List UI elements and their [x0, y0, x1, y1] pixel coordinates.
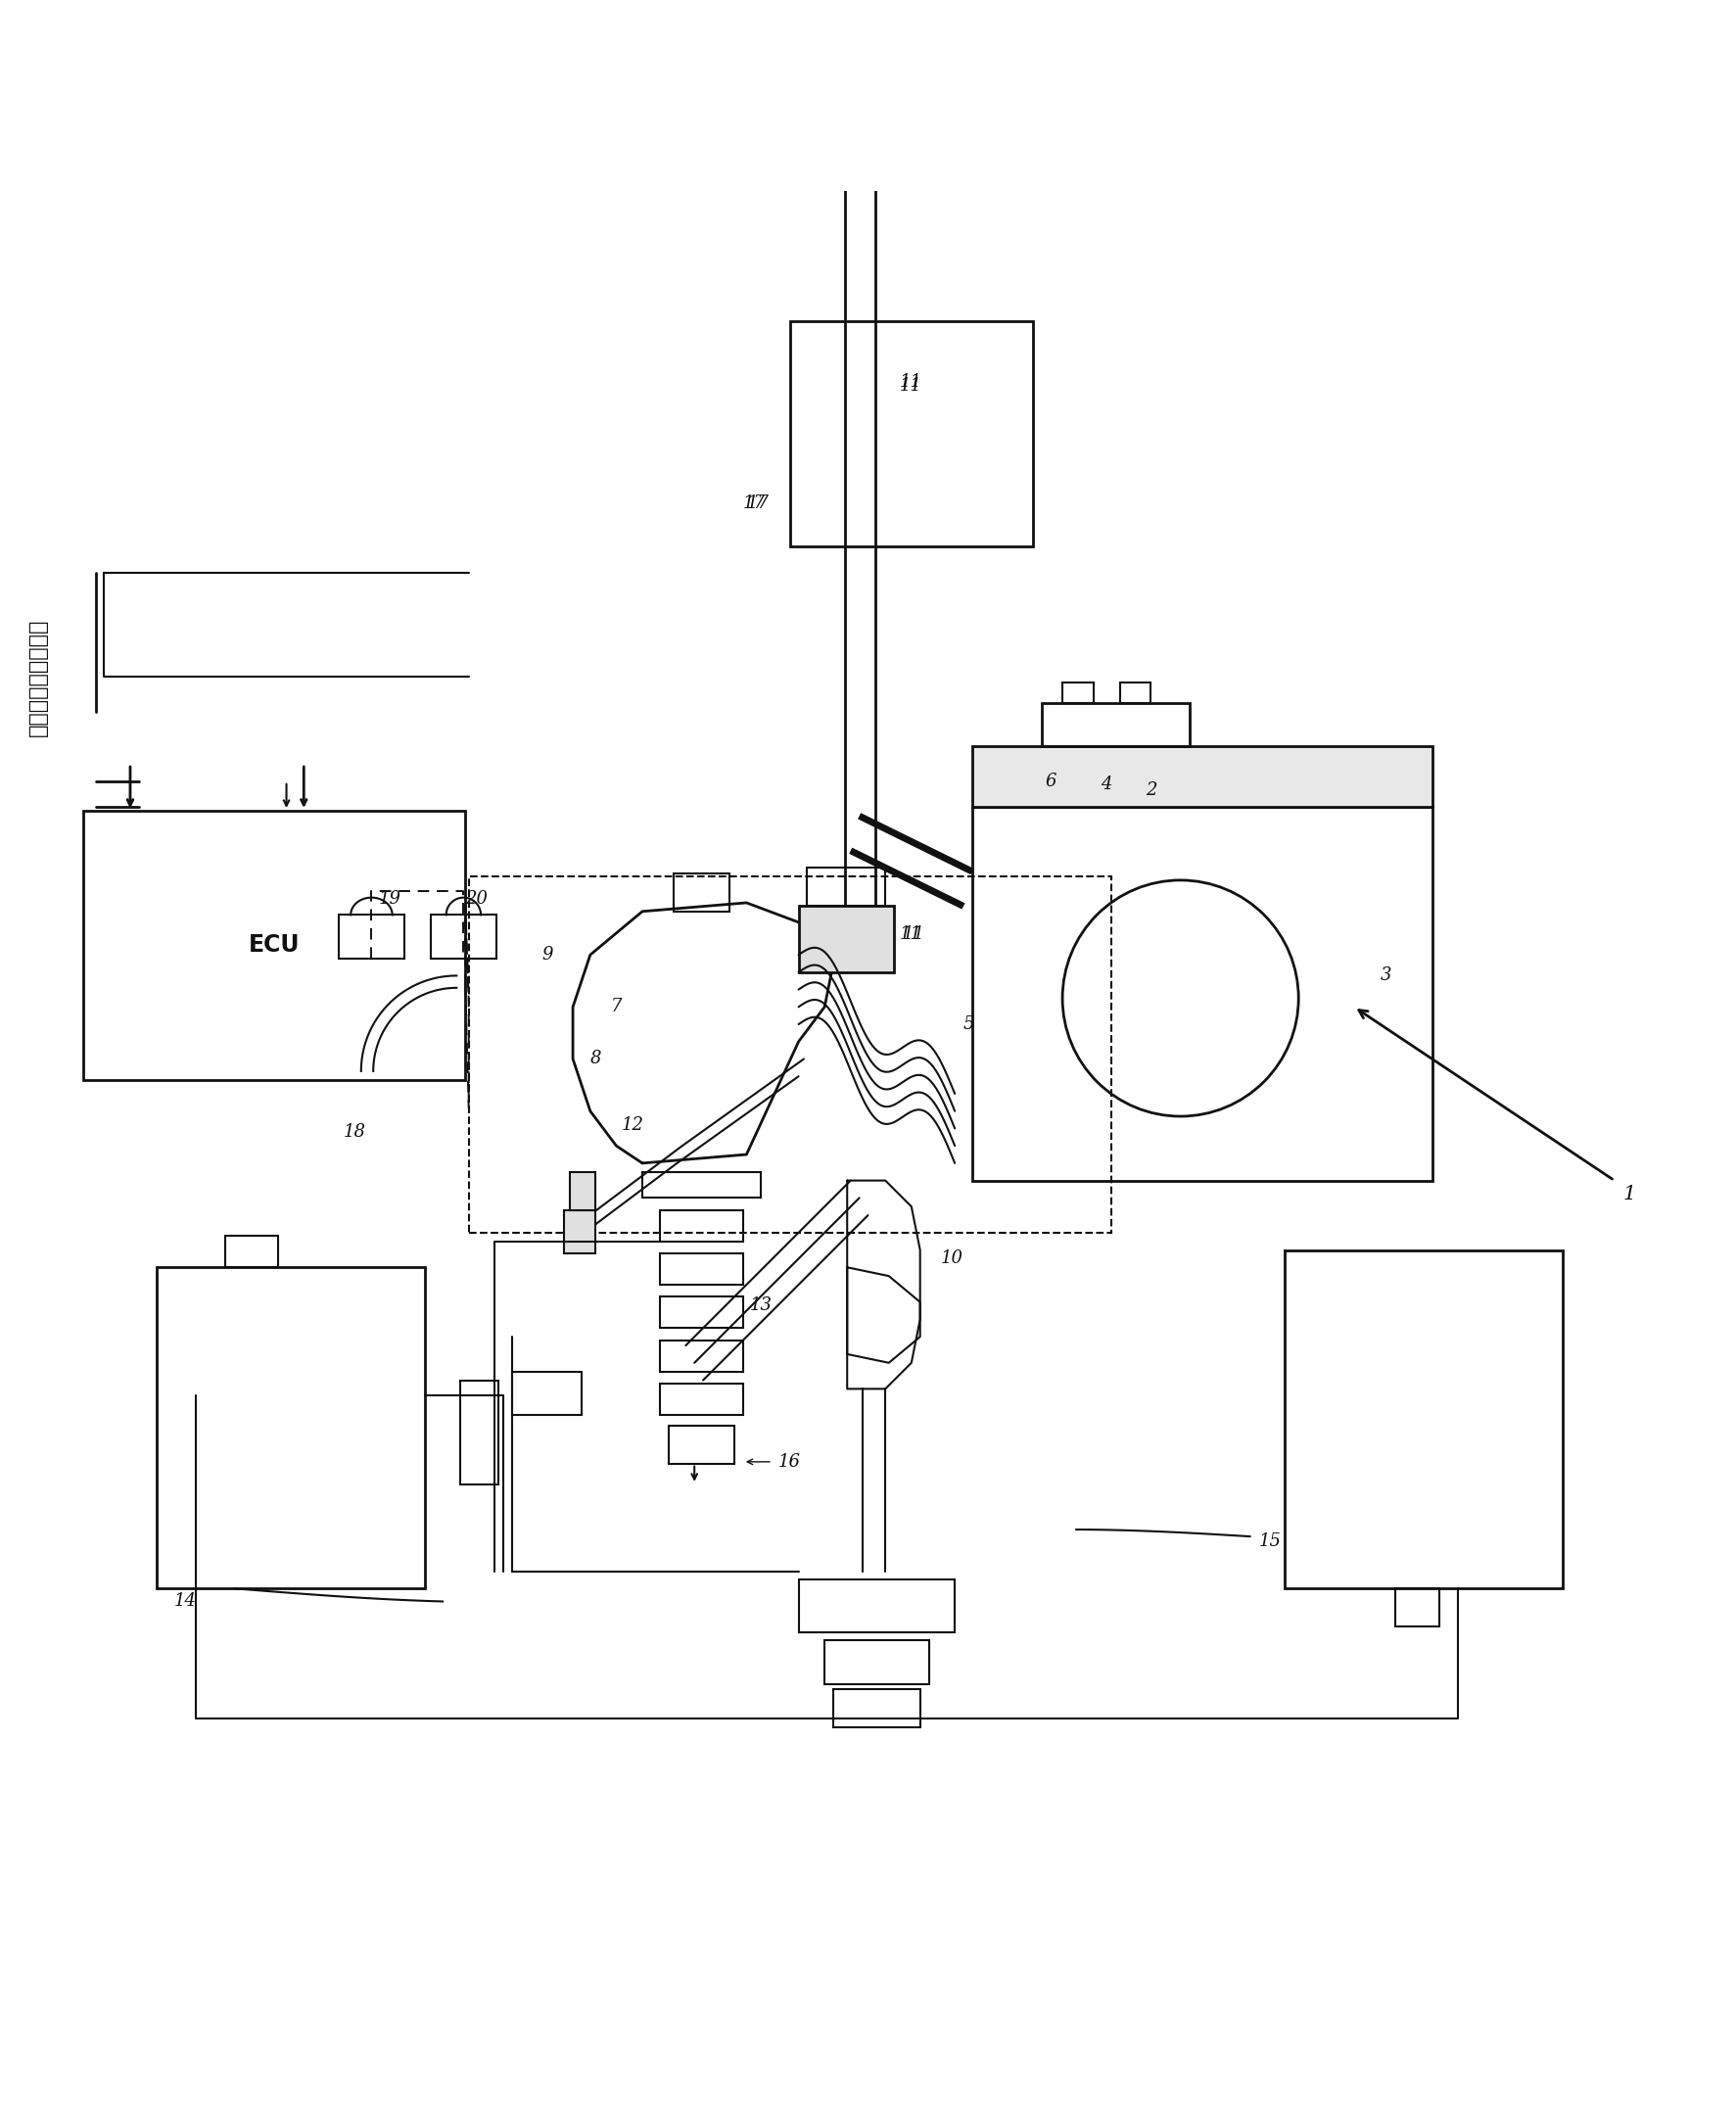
Text: 17: 17: [746, 496, 769, 513]
Bar: [1062, 682, 1094, 703]
Bar: [469, 877, 1111, 1233]
Bar: [660, 1254, 743, 1286]
Bar: [660, 1383, 743, 1415]
Text: 16: 16: [778, 1453, 800, 1470]
Text: 13: 13: [750, 1296, 773, 1315]
Bar: [564, 1209, 595, 1254]
Bar: [642, 1171, 760, 1199]
Text: 6: 6: [1045, 773, 1055, 790]
Text: 11: 11: [899, 377, 922, 394]
Bar: [339, 915, 404, 957]
Bar: [660, 1209, 743, 1241]
Text: 11: 11: [899, 926, 922, 943]
Bar: [674, 873, 729, 911]
Text: 7: 7: [611, 998, 621, 1017]
Text: ECU: ECU: [248, 934, 300, 957]
Text: 20: 20: [465, 890, 488, 909]
Text: 11: 11: [899, 373, 922, 390]
Bar: [1120, 682, 1151, 703]
Text: 15: 15: [1259, 1533, 1281, 1550]
Bar: [799, 1580, 955, 1631]
Bar: [1042, 703, 1189, 746]
Bar: [972, 746, 1432, 807]
Bar: [833, 1690, 920, 1728]
Bar: [512, 1372, 582, 1415]
Bar: [1285, 1250, 1562, 1588]
Bar: [972, 807, 1432, 1180]
Text: 内燃机停止要求信号: 内燃机停止要求信号: [28, 618, 49, 735]
Text: 14: 14: [174, 1593, 196, 1610]
Text: 10: 10: [941, 1250, 963, 1267]
Text: 1: 1: [1623, 1186, 1635, 1203]
Text: 5: 5: [963, 1015, 974, 1034]
Text: 4: 4: [1101, 775, 1111, 794]
Bar: [660, 1341, 743, 1372]
Text: 2: 2: [1146, 782, 1156, 798]
Text: 17: 17: [743, 496, 766, 513]
Text: 11: 11: [903, 926, 925, 943]
Bar: [668, 1425, 734, 1464]
Text: 19: 19: [378, 890, 401, 909]
Bar: [807, 868, 885, 907]
Bar: [825, 1641, 929, 1684]
Bar: [569, 1171, 595, 1209]
Bar: [460, 1381, 498, 1485]
Text: 8: 8: [590, 1051, 601, 1067]
Bar: [83, 811, 465, 1080]
Text: 9: 9: [542, 947, 552, 964]
Bar: [799, 907, 894, 972]
Text: 12: 12: [621, 1116, 644, 1133]
Bar: [156, 1267, 425, 1588]
Bar: [790, 322, 1033, 546]
Bar: [226, 1237, 278, 1267]
Bar: [1396, 1588, 1439, 1627]
Text: 18: 18: [344, 1123, 366, 1142]
Bar: [660, 1296, 743, 1328]
Bar: [431, 915, 496, 957]
Text: 3: 3: [1380, 966, 1391, 985]
